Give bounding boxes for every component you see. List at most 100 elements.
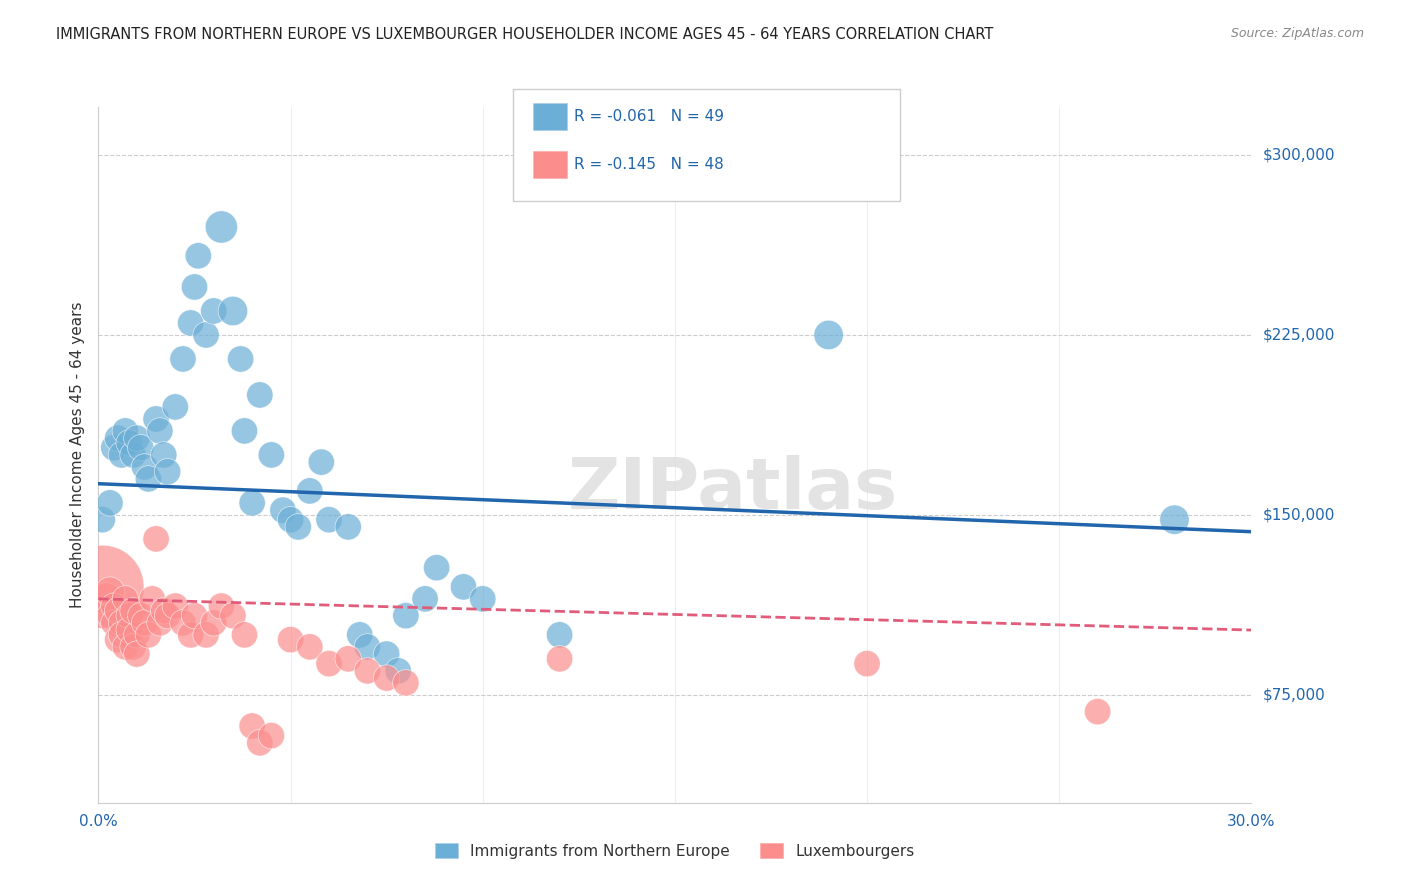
Point [125, 431, 148, 445]
Point [156, 465, 179, 479]
Point [260, 448, 283, 462]
Text: ZIPatlas: ZIPatlas [568, 455, 897, 524]
Point [375, 647, 398, 661]
Point [222, 304, 245, 318]
Point [249, 388, 271, 402]
Point [318, 513, 340, 527]
Point [107, 431, 129, 445]
Point [172, 351, 194, 366]
Point [856, 657, 879, 671]
Point [817, 328, 839, 343]
Point [337, 652, 360, 666]
Point [114, 591, 136, 606]
Point [233, 628, 256, 642]
Point [114, 424, 136, 438]
Point [209, 219, 232, 234]
Point [195, 328, 218, 343]
Point [240, 719, 263, 733]
Point [138, 472, 160, 486]
Point [156, 608, 179, 623]
Point [356, 664, 378, 678]
Point [98, 496, 121, 510]
Point [118, 608, 141, 623]
Point [145, 532, 167, 546]
Point [209, 599, 232, 613]
Point [298, 640, 321, 654]
Text: $75,000: $75,000 [1263, 688, 1326, 702]
Point [180, 628, 202, 642]
Point [134, 615, 156, 630]
Point [249, 736, 271, 750]
Point [395, 608, 418, 623]
Point [280, 513, 302, 527]
Point [471, 591, 494, 606]
Legend: Immigrants from Northern Europe, Luxembourgers: Immigrants from Northern Europe, Luxembo… [429, 837, 921, 864]
Point [103, 615, 125, 630]
Point [387, 664, 409, 678]
Text: IMMIGRANTS FROM NORTHERN EUROPE VS LUXEMBOURGER HOUSEHOLDER INCOME AGES 45 - 64 : IMMIGRANTS FROM NORTHERN EUROPE VS LUXEM… [56, 27, 994, 42]
Text: R = -0.145   N = 48: R = -0.145 N = 48 [574, 157, 724, 171]
Point [280, 632, 302, 647]
Point [129, 441, 152, 455]
Point [138, 628, 160, 642]
Point [172, 615, 194, 630]
Point [356, 640, 378, 654]
Point [91, 580, 114, 594]
Point [118, 623, 141, 637]
Point [110, 615, 132, 630]
Point [149, 615, 172, 630]
Point [202, 304, 225, 318]
Point [110, 448, 132, 462]
Point [260, 729, 283, 743]
Point [152, 448, 174, 462]
Point [114, 640, 136, 654]
Point [240, 496, 263, 510]
Point [145, 412, 167, 426]
Point [453, 580, 475, 594]
Point [118, 436, 141, 450]
Point [413, 591, 436, 606]
Point [195, 628, 218, 642]
Text: $225,000: $225,000 [1263, 327, 1334, 343]
Point [222, 608, 245, 623]
Point [233, 424, 256, 438]
Y-axis label: Householder Income Ages 45 - 64 years: Householder Income Ages 45 - 64 years [69, 301, 84, 608]
Point [1163, 513, 1185, 527]
Point [548, 628, 571, 642]
Point [122, 604, 145, 618]
Point [110, 628, 132, 642]
Point [395, 676, 418, 690]
Text: Source: ZipAtlas.com: Source: ZipAtlas.com [1230, 27, 1364, 40]
Point [311, 455, 333, 469]
Point [180, 316, 202, 330]
Point [141, 591, 163, 606]
Point [91, 513, 114, 527]
Point [103, 441, 125, 455]
Point [125, 647, 148, 661]
Point [349, 628, 371, 642]
Point [298, 483, 321, 498]
Point [1087, 705, 1109, 719]
Text: R = -0.061   N = 49: R = -0.061 N = 49 [574, 110, 724, 124]
Point [107, 604, 129, 618]
Point [183, 608, 205, 623]
Point [426, 560, 449, 574]
Point [229, 351, 252, 366]
Point [318, 657, 340, 671]
Point [122, 640, 145, 654]
Point [94, 591, 117, 606]
Point [187, 249, 209, 263]
Point [134, 459, 156, 474]
Point [149, 424, 172, 438]
Text: $150,000: $150,000 [1263, 508, 1334, 523]
Point [98, 608, 121, 623]
Point [165, 400, 187, 414]
Point [183, 280, 205, 294]
Point [271, 503, 294, 517]
Point [375, 671, 398, 685]
Text: $300,000: $300,000 [1263, 147, 1334, 162]
Point [129, 608, 152, 623]
Point [337, 520, 360, 534]
Point [122, 448, 145, 462]
Point [165, 599, 187, 613]
